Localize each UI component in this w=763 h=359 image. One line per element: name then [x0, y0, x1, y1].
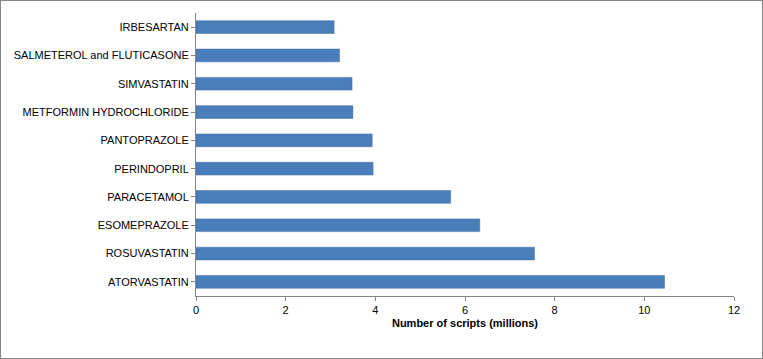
svg-text:PANTOPRAZOLE: PANTOPRAZOLE — [101, 134, 189, 146]
svg-text:ROSUVASTATIN: ROSUVASTATIN — [106, 247, 189, 259]
svg-text:Number of scripts (millions): Number of scripts (millions) — [392, 317, 538, 329]
svg-text:4: 4 — [372, 304, 378, 316]
svg-text:PARACETAMOL: PARACETAMOL — [107, 191, 189, 203]
svg-text:PERINDOPRIL: PERINDOPRIL — [114, 163, 189, 175]
svg-text:2: 2 — [283, 304, 289, 316]
svg-text:SIMVASTATIN: SIMVASTATIN — [118, 78, 189, 90]
svg-text:IRBESARTAN: IRBESARTAN — [120, 21, 189, 33]
svg-text:METFORMIN HYDROCHLORIDE: METFORMIN HYDROCHLORIDE — [23, 106, 189, 118]
svg-text:10: 10 — [638, 304, 650, 316]
svg-text:8: 8 — [552, 304, 558, 316]
svg-text:0: 0 — [193, 304, 199, 316]
svg-text:12: 12 — [728, 304, 740, 316]
svg-text:ESOMEPRAZOLE: ESOMEPRAZOLE — [98, 219, 189, 231]
svg-text:SALMETEROL and FLUTICASONE: SALMETEROL and FLUTICASONE — [14, 49, 189, 61]
svg-text:6: 6 — [462, 304, 468, 316]
svg-text:ATORVASTATIN: ATORVASTATIN — [108, 276, 189, 288]
